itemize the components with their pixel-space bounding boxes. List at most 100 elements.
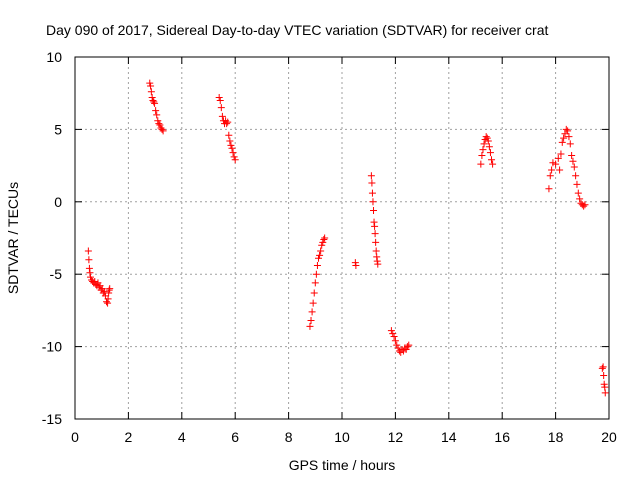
data-point <box>86 269 94 277</box>
data-point <box>154 117 162 125</box>
y-tick-label: 0 <box>54 194 62 210</box>
data-point <box>548 166 556 174</box>
data-point <box>106 285 114 293</box>
data-point <box>552 160 560 168</box>
data-point <box>227 141 235 149</box>
data-point <box>374 260 382 268</box>
x-tick-label: 18 <box>548 429 564 445</box>
data-point <box>153 111 161 119</box>
data-point <box>394 344 402 352</box>
data-point <box>315 254 323 262</box>
data-point <box>147 82 155 90</box>
data-point <box>558 138 566 146</box>
data-point <box>389 330 397 338</box>
data-point <box>569 157 577 165</box>
data-point <box>485 143 493 151</box>
data-point <box>488 156 496 164</box>
data-point <box>557 150 565 158</box>
data-point <box>370 206 378 214</box>
x-tick-label: 6 <box>231 429 239 445</box>
data-point <box>308 308 316 316</box>
data-point <box>554 154 562 162</box>
data-point <box>480 140 488 148</box>
data-point <box>371 222 379 230</box>
data-point <box>600 380 608 388</box>
data-point <box>568 151 576 159</box>
data-point <box>570 163 578 171</box>
data-point <box>224 118 232 126</box>
data-point <box>560 134 568 142</box>
data-point <box>368 189 376 197</box>
data-point <box>545 185 553 193</box>
data-point <box>231 156 239 164</box>
data-point <box>147 88 155 96</box>
data-point <box>484 137 492 145</box>
data-point <box>387 327 395 335</box>
x-tick-label: 20 <box>601 429 617 445</box>
data-point <box>600 372 608 380</box>
y-tick-label: 10 <box>46 49 62 65</box>
data-point <box>104 295 112 303</box>
data-point <box>373 257 381 265</box>
data-point <box>146 79 154 87</box>
data-point <box>225 131 233 139</box>
data-points <box>84 79 609 397</box>
y-tick-label: 5 <box>54 121 62 137</box>
data-point <box>319 238 327 246</box>
data-point <box>217 104 225 112</box>
data-point <box>229 149 237 157</box>
x-tick-label: 0 <box>71 429 79 445</box>
data-point <box>572 172 580 180</box>
data-point <box>105 289 113 297</box>
data-point <box>566 140 574 148</box>
data-point <box>371 230 379 238</box>
data-point <box>312 270 320 278</box>
data-point <box>317 247 325 255</box>
data-point <box>226 137 234 145</box>
y-axis-label: SDTVAR / TECUs <box>5 182 21 294</box>
x-tick-label: 10 <box>334 429 350 445</box>
data-point <box>546 172 554 180</box>
data-point <box>149 96 157 104</box>
data-point <box>564 127 572 135</box>
data-point <box>306 322 314 330</box>
data-point <box>405 341 413 349</box>
data-point <box>103 298 111 306</box>
data-point <box>580 202 588 210</box>
data-point <box>479 146 487 154</box>
x-axis-label: GPS time / hours <box>289 457 396 473</box>
data-point <box>316 251 324 259</box>
data-point <box>158 125 166 133</box>
x-tick-label: 2 <box>125 429 133 445</box>
x-tick-label: 16 <box>494 429 510 445</box>
data-point <box>601 389 609 397</box>
data-point <box>105 286 113 294</box>
y-tick-label: -5 <box>50 266 63 282</box>
data-point <box>601 383 609 391</box>
data-point <box>85 256 93 264</box>
data-point <box>309 299 317 307</box>
data-point <box>318 241 326 249</box>
x-tick-label: 8 <box>285 429 293 445</box>
data-point <box>156 121 164 129</box>
data-point <box>391 337 399 345</box>
data-point <box>85 264 93 272</box>
data-point <box>368 179 376 187</box>
data-point <box>403 343 411 351</box>
data-point <box>228 144 236 152</box>
data-point <box>151 99 159 107</box>
data-point <box>369 198 377 206</box>
data-point <box>152 107 160 115</box>
data-point <box>311 279 319 287</box>
data-point <box>581 201 589 209</box>
data-point <box>216 96 224 104</box>
data-point <box>372 238 380 246</box>
data-point <box>104 299 112 307</box>
data-point <box>351 259 359 267</box>
axis-ticks: 0 2 4 6 8 10 12 14 16 18 20 -15 -10 -5 0 5 10 <box>42 49 617 445</box>
data-point <box>218 112 226 120</box>
data-point <box>91 277 99 285</box>
data-point <box>477 160 485 168</box>
data-point <box>321 234 329 242</box>
